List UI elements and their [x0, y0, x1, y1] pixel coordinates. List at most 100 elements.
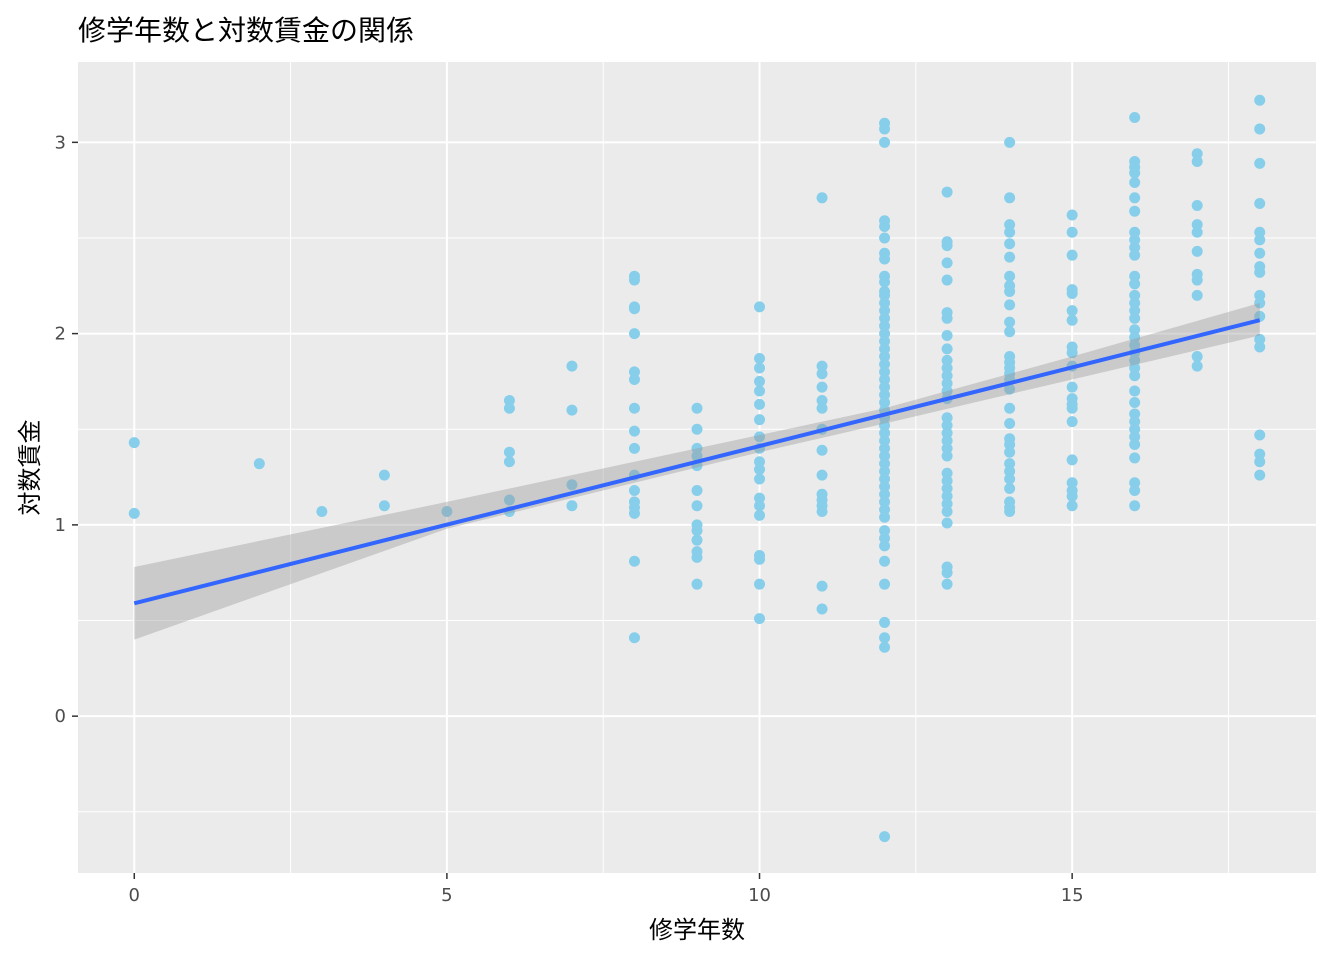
- data-point: [1004, 238, 1016, 250]
- data-point: [941, 362, 953, 374]
- data-point: [628, 442, 640, 454]
- data-point: [1004, 483, 1016, 495]
- data-point: [1129, 249, 1141, 261]
- data-point: [754, 362, 766, 374]
- data-point: [879, 351, 891, 363]
- data-point: [1066, 305, 1078, 317]
- data-point: [316, 505, 328, 517]
- data-point: [941, 567, 953, 579]
- data-point: [1004, 326, 1016, 338]
- data-point: [879, 450, 891, 462]
- data-point: [1191, 360, 1203, 372]
- data-point: [566, 479, 578, 491]
- data-point: [879, 632, 891, 644]
- regression-line: [133, 318, 1261, 606]
- data-point: [941, 412, 953, 424]
- data-point: [816, 381, 828, 393]
- data-point: [1004, 270, 1016, 282]
- data-point: [941, 442, 953, 454]
- data-point: [378, 500, 390, 512]
- data-point: [128, 507, 140, 519]
- data-point: [503, 395, 515, 407]
- data-point: [754, 431, 766, 443]
- data-point: [1066, 454, 1078, 466]
- confidence-band-layer: [134, 303, 1260, 640]
- data-point: [691, 525, 703, 537]
- data-point: [1254, 247, 1266, 259]
- data-point: [1004, 473, 1016, 485]
- data-point: [879, 320, 891, 332]
- data-point: [879, 525, 891, 537]
- data-point: [941, 467, 953, 479]
- data-point: [816, 368, 828, 380]
- data-point: [879, 616, 891, 628]
- data-point: [1129, 370, 1141, 382]
- data-point: [503, 456, 515, 468]
- data-point: [1129, 289, 1141, 301]
- data-point: [1129, 362, 1141, 374]
- data-point: [1129, 167, 1141, 179]
- data-point: [628, 555, 640, 567]
- data-point: [503, 446, 515, 458]
- data-point: [628, 366, 640, 378]
- data-point: [941, 475, 953, 487]
- data-point: [754, 613, 766, 625]
- data-point: [879, 481, 891, 493]
- data-point: [879, 831, 891, 843]
- data-point: [691, 578, 703, 590]
- data-point: [1129, 439, 1141, 451]
- data-point: [879, 458, 891, 470]
- data-point: [1254, 456, 1266, 468]
- data-point: [1004, 465, 1016, 477]
- x-tick-label: 10: [748, 885, 771, 906]
- data-point: [879, 435, 891, 447]
- data-point: [1066, 381, 1078, 393]
- data-point: [754, 414, 766, 426]
- data-point: [879, 511, 891, 523]
- data-point: [879, 389, 891, 401]
- data-point: [941, 498, 953, 510]
- data-point: [754, 456, 766, 468]
- data-point: [1004, 226, 1016, 238]
- data-point: [879, 396, 891, 408]
- data-point: [691, 534, 703, 546]
- data-point: [816, 402, 828, 414]
- data-point: [1129, 452, 1141, 464]
- data-point: [816, 603, 828, 615]
- data-point: [1191, 219, 1203, 231]
- y-axis: 0 1 2 3: [55, 132, 78, 727]
- data-point: [1129, 324, 1141, 336]
- data-point: [1129, 278, 1141, 290]
- x-tick-label: 15: [1061, 885, 1084, 906]
- data-point: [816, 580, 828, 592]
- data-point: [754, 500, 766, 512]
- data-point: [879, 335, 891, 347]
- data-point: [503, 494, 515, 506]
- data-point: [879, 504, 891, 516]
- data-point: [253, 458, 265, 470]
- chart-title: 修学年数と対数賃金の関係: [78, 14, 414, 47]
- data-point: [1254, 234, 1266, 246]
- data-point: [754, 473, 766, 485]
- data-point: [754, 398, 766, 410]
- data-point: [1004, 136, 1016, 148]
- data-point: [879, 328, 891, 340]
- data-point: [1066, 209, 1078, 221]
- data-point: [1066, 347, 1078, 359]
- data-point: [1066, 314, 1078, 326]
- y-tick-label: 0: [55, 706, 66, 727]
- data-point: [1254, 333, 1266, 345]
- data-point: [879, 465, 891, 477]
- data-point: [1004, 446, 1016, 458]
- y-tick-label: 1: [55, 515, 66, 536]
- data-point: [1254, 469, 1266, 481]
- data-point: [1254, 157, 1266, 169]
- data-point: [941, 186, 953, 198]
- data-point: [879, 540, 891, 552]
- data-point: [628, 484, 640, 496]
- data-point: [879, 305, 891, 317]
- data-point: [691, 442, 703, 454]
- data-point: [754, 352, 766, 364]
- data-point: [1129, 339, 1141, 351]
